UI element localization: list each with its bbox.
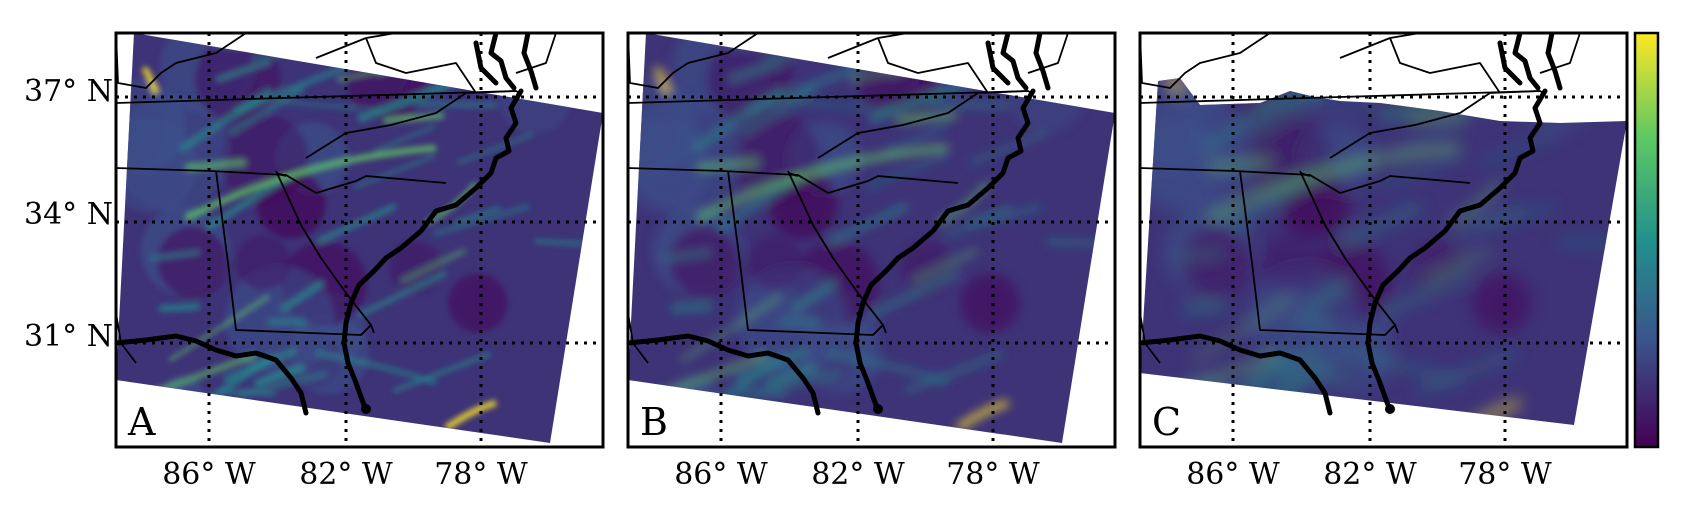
coastline — [628, 33, 1051, 416]
panel-label: C — [1152, 400, 1181, 444]
panel-frame — [114, 31, 605, 449]
map-panel-b: B86° W 82° W 78° W — [626, 31, 1117, 492]
longitude-label: 82° W — [1323, 457, 1417, 492]
panel-frame — [626, 31, 1117, 449]
graticule — [1140, 33, 1627, 447]
latitude-label-37n: 37° N — [24, 74, 113, 109]
longitude-label: 78° W — [434, 457, 528, 492]
longitude-label: 86° W — [674, 457, 768, 492]
longitude-label: 78° W — [1458, 457, 1552, 492]
coastline — [1140, 33, 1563, 416]
longitude-label: 78° W — [946, 457, 1040, 492]
map-panel-c: C86° W 82° W 78° W — [1138, 31, 1629, 492]
map-panel-a: A86° W 82° W 78° W — [114, 31, 605, 492]
longitude-label: 82° W — [811, 457, 905, 492]
colorbar-scale — [1633, 31, 1660, 449]
colorbar — [1633, 31, 1660, 449]
longitude-label: 86° W — [1186, 457, 1280, 492]
coastline — [116, 33, 539, 416]
panel-frame — [1138, 31, 1629, 449]
state-borders — [1140, 33, 1581, 364]
axis-labels: 37° N 34° N 31° N — [24, 74, 113, 354]
latitude-label-31n: 31° N — [24, 319, 113, 354]
longitude-label: 82° W — [299, 457, 393, 492]
panel-label: A — [127, 400, 156, 444]
latitude-label-34n: 34° N — [24, 197, 113, 232]
graticule — [116, 33, 603, 447]
panel-label: B — [640, 400, 668, 444]
graticule — [628, 33, 1115, 447]
longitude-label: 86° W — [162, 457, 256, 492]
